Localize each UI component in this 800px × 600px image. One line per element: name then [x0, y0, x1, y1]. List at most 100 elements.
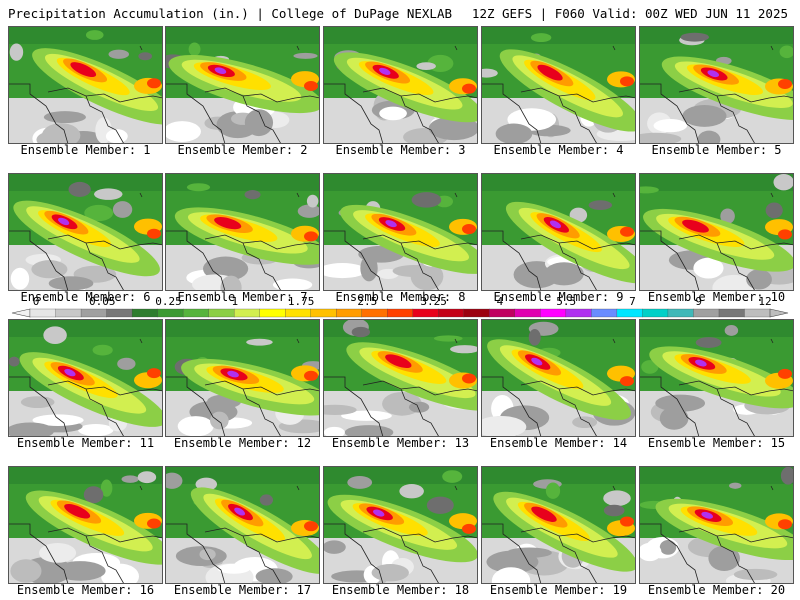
- legend-color-swatch: [387, 308, 414, 318]
- legend-color-swatch: [233, 308, 261, 318]
- legend-color-swatch: [438, 308, 465, 318]
- ensemble-member-label: Ensemble Member: 20: [647, 583, 786, 597]
- legend-color-swatch: [565, 308, 592, 318]
- precip-map: [323, 173, 478, 291]
- ensemble-panel: Ensemble Member: 12: [165, 319, 320, 450]
- ensemble-panel: Ensemble Member: 8: [323, 173, 478, 304]
- legend-color-swatch: [336, 308, 363, 318]
- ensemble-member-label: Ensemble Member: 6: [20, 290, 151, 304]
- precip-map: [481, 466, 636, 584]
- run-valid-time: 12Z GEFS | F060 Valid: 00Z WED JUN 11 20…: [471, 6, 788, 21]
- legend-tick-label: 5.5: [556, 295, 576, 308]
- precip-map: [8, 466, 163, 584]
- ensemble-member-label: Ensemble Member: 5: [651, 143, 782, 157]
- legend-arrow-low: [11, 308, 31, 318]
- legend-color-swatch: [182, 308, 210, 318]
- legend-color-swatch: [489, 308, 516, 318]
- ensemble-panel: Ensemble Member: 18: [323, 466, 478, 597]
- ensemble-member-label: Ensemble Member: 10: [647, 290, 786, 304]
- ensemble-panel: Ensemble Member: 19: [481, 466, 636, 597]
- ensemble-member-label: Ensemble Member: 11: [16, 436, 155, 450]
- precip-map: [165, 173, 320, 291]
- legend-tick-label: 0.05: [89, 295, 116, 308]
- legend-color-swatch: [540, 308, 567, 318]
- legend-color-swatch: [463, 308, 490, 318]
- ensemble-member-label: Ensemble Member: 13: [331, 436, 470, 450]
- legend-color-swatch: [616, 308, 643, 318]
- ensemble-panel: Ensemble Member: 13: [323, 319, 478, 450]
- legend-color-swatch: [642, 308, 669, 318]
- precip-map: [165, 319, 320, 437]
- precip-map: [8, 26, 163, 144]
- ensemble-member-label: Ensemble Member: 18: [331, 583, 470, 597]
- legend-tick-label: 0: [33, 295, 40, 308]
- precip-map: [639, 319, 794, 437]
- precip-map: [165, 466, 320, 584]
- ensemble-panel: Ensemble Member: 11: [8, 319, 163, 450]
- legend-color-swatch: [718, 308, 745, 318]
- precip-color-scale: 0 0.05 0.25 1 1.75 2.5 3.25 4 5.5 7 9 12: [0, 295, 800, 319]
- ensemble-member-label: Ensemble Member: 14: [489, 436, 628, 450]
- ensemble-panel: Ensemble Member: 2: [165, 26, 320, 157]
- ensemble-member-label: Ensemble Member: 16: [16, 583, 155, 597]
- ensemble-member-label: Ensemble Member: 1: [20, 143, 151, 157]
- legend-color-swatch: [285, 308, 312, 318]
- legend-color-swatch: [667, 308, 694, 318]
- legend-color-swatch: [693, 308, 720, 318]
- ensemble-panel: Ensemble Member: 5: [639, 26, 794, 157]
- legend-color-swatch: [29, 308, 56, 318]
- ensemble-panel: Ensemble Member: 15: [639, 319, 794, 450]
- legend-color-swatch: [55, 308, 82, 318]
- ensemble-panel: Ensemble Member: 14: [481, 319, 636, 450]
- ensemble-panel: Ensemble Member: 17: [165, 466, 320, 597]
- legend-color-swatch: [412, 308, 439, 318]
- legend-arrow-high: [769, 308, 789, 318]
- ensemble-member-label: Ensemble Member: 7: [177, 290, 308, 304]
- precip-map: [481, 319, 636, 437]
- ensemble-member-label: Ensemble Member: 2: [177, 143, 308, 157]
- precip-map: [323, 26, 478, 144]
- legend-tick-label: 12: [758, 295, 771, 308]
- ensemble-panel: Ensemble Member: 9: [481, 173, 636, 304]
- legend-color-swatch: [80, 308, 108, 318]
- ensemble-panel: Ensemble Member: 1: [8, 26, 163, 157]
- ensemble-panel: Ensemble Member: 10: [639, 173, 794, 304]
- precip-map: [8, 319, 163, 437]
- ensemble-member-label: Ensemble Member: 4: [493, 143, 624, 157]
- legend-tick-label: 3.25: [420, 295, 447, 308]
- legend-color-swatch: [106, 308, 133, 318]
- ensemble-panel: Ensemble Member: 16: [8, 466, 163, 597]
- legend-tick-label: 9: [695, 295, 702, 308]
- ensemble-member-label: Ensemble Member: 3: [335, 143, 466, 157]
- ensemble-member-label: Ensemble Member: 12: [173, 436, 312, 450]
- legend-color-swatch: [208, 308, 235, 318]
- ensemble-panel: Ensemble Member: 3: [323, 26, 478, 157]
- ensemble-member-label: Ensemble Member: 15: [647, 436, 786, 450]
- legend-color-swatch: [361, 308, 388, 318]
- ensemble-panel: Ensemble Member: 6: [8, 173, 163, 304]
- legend-tick-label: 7: [629, 295, 636, 308]
- legend-color-swatch: [259, 308, 286, 318]
- precip-map: [639, 466, 794, 584]
- precip-map: [323, 466, 478, 584]
- legend-tick-label: 1: [232, 295, 239, 308]
- precip-map: [8, 173, 163, 291]
- ensemble-member-label: Ensemble Member: 17: [173, 583, 312, 597]
- legend-color-swatch: [514, 308, 541, 318]
- precip-map: [165, 26, 320, 144]
- ensemble-panel: Ensemble Member: 4: [481, 26, 636, 157]
- precip-map: [481, 173, 636, 291]
- precip-map: [639, 26, 794, 144]
- ensemble-panel: Ensemble Member: 7: [165, 173, 320, 304]
- precip-map: [639, 173, 794, 291]
- ensemble-panel: Ensemble Member: 20: [639, 466, 794, 597]
- ensemble-member-label: Ensemble Member: 8: [335, 290, 466, 304]
- ensemble-member-label: Ensemble Member: 19: [489, 583, 628, 597]
- legend-color-swatch: [157, 308, 184, 318]
- legend-tick-label: 2.5: [357, 295, 377, 308]
- legend-color-swatch: [131, 308, 159, 318]
- map-title: Precipitation Accumulation (in.) | Colle…: [8, 6, 453, 21]
- legend-tick-label: 4: [497, 295, 504, 308]
- legend-color-swatch: [744, 308, 771, 318]
- legend-tick-label: 0.25: [155, 295, 182, 308]
